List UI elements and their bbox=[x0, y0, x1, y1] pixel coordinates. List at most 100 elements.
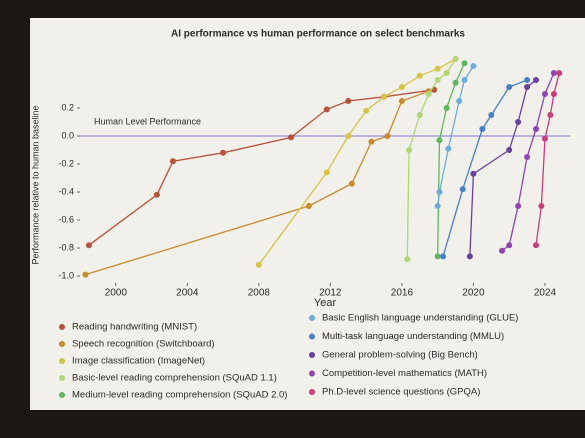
data-point bbox=[305, 203, 312, 209]
data-point bbox=[220, 149, 227, 156]
y-tick-label: -0.4 bbox=[58, 186, 74, 196]
legend-marker bbox=[59, 324, 65, 330]
data-point bbox=[368, 138, 375, 145]
data-point bbox=[524, 84, 531, 90]
legend-marker bbox=[59, 358, 65, 364]
data-point bbox=[434, 203, 441, 209]
data-point bbox=[153, 191, 160, 198]
legend-label: General problem-solving (Big Bench) bbox=[322, 350, 478, 361]
data-point bbox=[384, 133, 391, 139]
data-point bbox=[434, 253, 441, 260]
data-point bbox=[434, 77, 441, 83]
x-tick-label: 2000 bbox=[105, 288, 128, 299]
data-point bbox=[440, 253, 447, 260]
data-point bbox=[169, 158, 176, 165]
legend-marker bbox=[309, 370, 315, 377]
data-point bbox=[381, 93, 388, 100]
data-point bbox=[456, 98, 463, 104]
data-point bbox=[524, 154, 531, 160]
legend-marker bbox=[309, 352, 315, 358]
data-point bbox=[499, 247, 506, 254]
data-point bbox=[348, 180, 355, 187]
data-point bbox=[506, 147, 513, 153]
data-point bbox=[470, 63, 477, 69]
data-point bbox=[255, 261, 262, 268]
x-tick-label: 2024 bbox=[534, 288, 557, 299]
legend-marker bbox=[309, 389, 315, 395]
data-point bbox=[82, 271, 89, 278]
legend-marker bbox=[309, 333, 315, 340]
legend-marker bbox=[59, 341, 65, 347]
data-point bbox=[459, 186, 466, 193]
y-tick-label: 0.0 bbox=[61, 130, 74, 140]
data-point bbox=[461, 77, 468, 83]
data-point bbox=[556, 70, 563, 76]
y-tick-label: -0.8 bbox=[58, 242, 74, 252]
data-point bbox=[547, 112, 554, 118]
data-point bbox=[445, 145, 452, 152]
legend-marker bbox=[309, 315, 315, 321]
y-tick-label: -0.6 bbox=[58, 214, 74, 224]
legend-label: Basic-level reading comprehension (SQuAD… bbox=[72, 373, 277, 384]
x-tick-label: 2004 bbox=[176, 288, 199, 299]
data-point bbox=[452, 79, 459, 86]
y-tick-label: -1.0 bbox=[58, 270, 74, 280]
data-point bbox=[452, 56, 459, 62]
data-point bbox=[515, 119, 522, 125]
data-point bbox=[345, 133, 352, 139]
data-point bbox=[479, 126, 486, 132]
data-point bbox=[363, 107, 370, 114]
legend-label: Medium-level reading comprehension (SQuA… bbox=[72, 390, 287, 401]
data-point bbox=[345, 98, 352, 104]
data-point bbox=[488, 112, 495, 118]
legend-label: Multi-task language understanding (MMLU) bbox=[322, 331, 504, 342]
data-point bbox=[541, 91, 548, 97]
data-point bbox=[550, 91, 557, 97]
x-axis-label: Year bbox=[314, 297, 337, 309]
data-point bbox=[506, 242, 513, 249]
data-point bbox=[533, 77, 540, 83]
data-point bbox=[515, 203, 522, 209]
data-point bbox=[406, 147, 413, 153]
data-point bbox=[470, 170, 477, 177]
data-point bbox=[404, 256, 411, 263]
slide bbox=[30, 18, 585, 410]
data-point bbox=[506, 84, 513, 90]
data-point bbox=[85, 242, 92, 249]
data-point bbox=[466, 253, 473, 260]
y-axis-label: Performance relative to human baseline bbox=[30, 105, 40, 264]
data-point bbox=[524, 77, 531, 83]
data-point bbox=[398, 84, 405, 90]
data-point bbox=[461, 60, 468, 67]
x-tick-label: 2008 bbox=[248, 288, 271, 299]
series-line bbox=[442, 79, 528, 257]
data-point bbox=[434, 65, 441, 72]
data-point bbox=[533, 126, 540, 132]
legend-label: Ph.D-level science questions (GPQA) bbox=[322, 387, 480, 398]
data-point bbox=[436, 137, 443, 144]
legend-label: Image classification (ImageNet) bbox=[72, 356, 205, 367]
data-point bbox=[323, 106, 330, 113]
series-line bbox=[535, 72, 560, 246]
data-point bbox=[425, 91, 432, 97]
data-point bbox=[533, 242, 540, 249]
reference-label: Human Level Performance bbox=[94, 116, 201, 126]
x-tick-label: 2020 bbox=[462, 288, 485, 299]
legend-label: Basic English language understanding (GL… bbox=[322, 313, 518, 324]
chart-title: AI performance vs human performance on s… bbox=[171, 29, 465, 40]
y-tick-label: -0.2 bbox=[58, 158, 74, 168]
x-tick-label: 2012 bbox=[319, 288, 342, 299]
legend-marker bbox=[59, 375, 65, 381]
data-point bbox=[443, 105, 450, 111]
y-tick-label: 0.2 bbox=[61, 102, 74, 112]
data-point bbox=[416, 72, 423, 79]
data-point bbox=[538, 203, 545, 209]
data-point bbox=[541, 135, 548, 142]
data-point bbox=[550, 70, 557, 76]
data-point bbox=[436, 189, 443, 195]
legend-label: Speech recognition (Switchboard) bbox=[72, 339, 215, 350]
x-tick-label: 2016 bbox=[391, 288, 414, 299]
data-point bbox=[398, 98, 405, 104]
